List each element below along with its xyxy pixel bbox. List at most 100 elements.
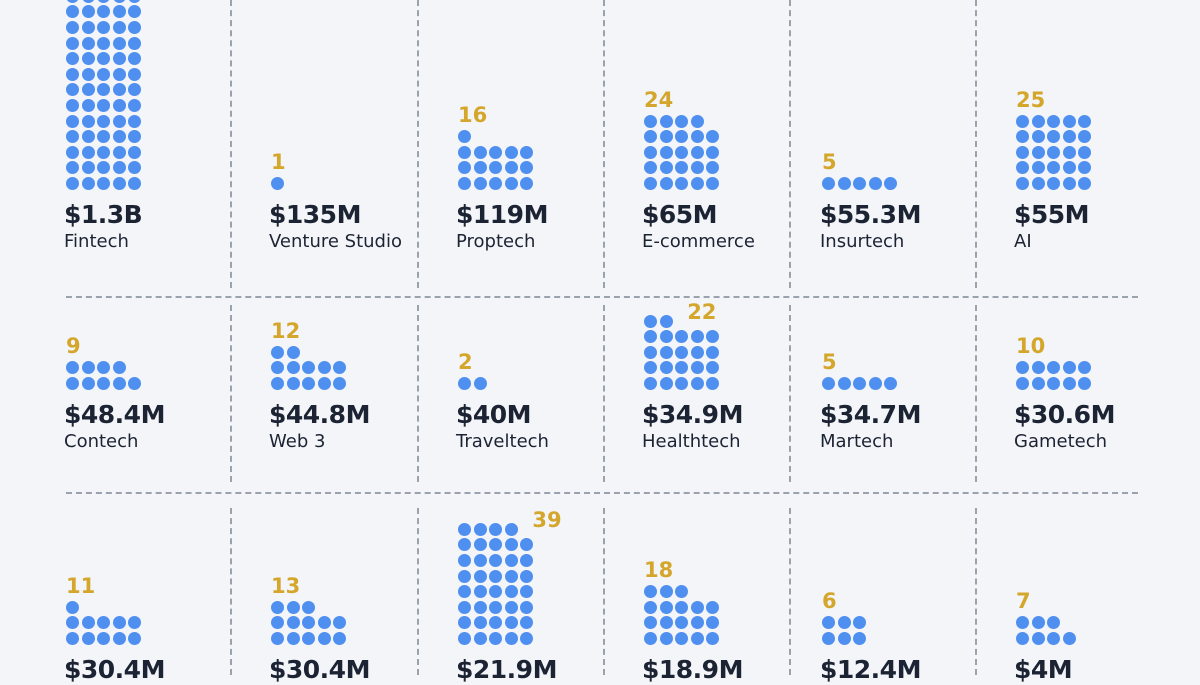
dot xyxy=(644,600,657,614)
dot xyxy=(97,145,111,159)
dot-grid xyxy=(271,177,284,190)
dot xyxy=(1031,377,1045,390)
dot xyxy=(97,99,111,112)
funding-amount: $34.7M xyxy=(820,400,921,429)
dot xyxy=(458,177,471,190)
dot xyxy=(66,130,79,144)
count-label: 25 xyxy=(1016,87,1046,112)
column-divider xyxy=(230,508,232,675)
dot xyxy=(706,632,720,645)
column-divider xyxy=(230,0,232,288)
dot xyxy=(644,161,657,175)
dot xyxy=(675,114,689,128)
column-divider xyxy=(789,508,791,675)
dot xyxy=(458,145,471,159)
dot xyxy=(81,21,95,34)
dot xyxy=(706,145,720,159)
dot xyxy=(1062,177,1076,190)
funding-amount: $55.3M xyxy=(820,200,921,229)
dot xyxy=(112,99,126,112)
dot xyxy=(66,99,79,112)
dot xyxy=(97,361,111,375)
dot xyxy=(675,632,689,645)
dot xyxy=(286,632,300,645)
dot xyxy=(271,377,284,390)
dot xyxy=(128,99,142,112)
dot xyxy=(822,377,835,390)
category-dots: 24 xyxy=(644,89,720,190)
dot xyxy=(333,361,347,375)
dot-grid xyxy=(271,600,347,645)
dot xyxy=(822,632,835,645)
category-dots: 5 xyxy=(822,351,898,390)
dot xyxy=(128,36,142,50)
funding-amount: $1.3B xyxy=(64,200,143,229)
dot xyxy=(128,377,142,390)
dot xyxy=(520,600,534,614)
dot xyxy=(66,177,79,190)
dot xyxy=(81,632,95,645)
dot xyxy=(112,21,126,34)
category-text: $119M Proptech xyxy=(456,200,606,254)
dot xyxy=(504,616,518,630)
count-label: 2 xyxy=(458,350,473,374)
funding-amount: $40M xyxy=(456,400,532,429)
dot-grid xyxy=(1016,114,1092,190)
dot xyxy=(706,361,720,375)
dot xyxy=(706,377,720,390)
dot xyxy=(1062,114,1076,128)
funding-amount: $18.9M xyxy=(642,655,743,684)
dot xyxy=(473,145,487,159)
dot xyxy=(473,377,487,390)
count-label: 13 xyxy=(271,573,301,598)
dot xyxy=(458,554,471,567)
funding-amount: $119M xyxy=(456,200,548,229)
funding-amount: $55M xyxy=(1014,200,1090,229)
category-name: Gametech xyxy=(1014,431,1108,452)
dot xyxy=(644,114,657,128)
dot xyxy=(112,83,126,97)
dot xyxy=(473,600,487,614)
dot xyxy=(1047,377,1061,390)
dot xyxy=(659,377,673,390)
dot xyxy=(520,569,534,583)
dot xyxy=(706,330,720,344)
dot xyxy=(97,52,111,66)
dot-grid xyxy=(66,0,142,190)
funding-amount: $48.4M xyxy=(64,400,165,429)
dot xyxy=(66,114,79,128)
dot xyxy=(66,600,79,614)
dot xyxy=(473,569,487,583)
dot xyxy=(706,616,720,630)
dot xyxy=(659,330,673,344)
category-dots: 10 xyxy=(1016,335,1092,390)
dot xyxy=(66,616,79,630)
dot xyxy=(1031,145,1045,159)
count-label: 9 xyxy=(66,334,81,359)
funding-amount: $30.4M xyxy=(64,655,165,684)
dot xyxy=(81,0,95,3)
dot xyxy=(504,522,518,536)
category-text: $34.7M Martech xyxy=(820,400,970,454)
dot xyxy=(286,345,300,359)
dot xyxy=(868,177,882,190)
dot xyxy=(690,114,704,128)
dot xyxy=(458,569,471,583)
funding-amount: $30.6M xyxy=(1014,400,1115,429)
row-divider xyxy=(66,296,1138,298)
dot xyxy=(853,177,867,190)
count-label: 5 xyxy=(822,150,837,174)
column-divider xyxy=(417,508,419,675)
dot xyxy=(659,161,673,175)
dot xyxy=(128,177,142,190)
dot xyxy=(333,632,347,645)
dot xyxy=(1016,130,1029,144)
funding-amount: $44.8M xyxy=(269,400,370,429)
dot xyxy=(675,616,689,630)
dot xyxy=(644,377,657,390)
dot xyxy=(81,161,95,175)
dot xyxy=(271,616,284,630)
dot xyxy=(504,538,518,552)
dot xyxy=(690,632,704,645)
count-label: 6 xyxy=(822,589,837,614)
